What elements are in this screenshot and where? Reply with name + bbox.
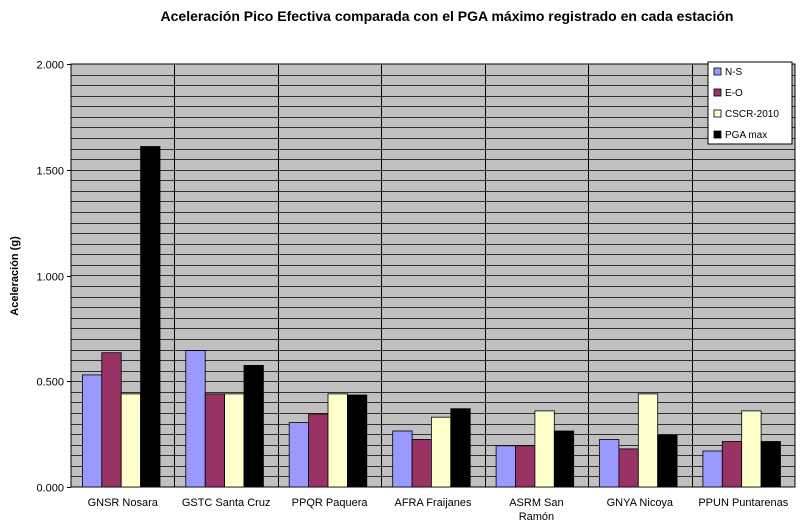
bar — [204, 393, 225, 488]
bar — [599, 438, 620, 488]
bar — [515, 445, 536, 488]
legend: N-S E-O CSCR-2010 PGA max — [707, 61, 793, 145]
category-label: AFRA Fraijanes — [394, 497, 472, 509]
legend-swatch — [713, 67, 722, 76]
bar — [618, 448, 639, 488]
bar — [140, 146, 161, 488]
y-tick-label: 0.000 — [36, 483, 64, 495]
category-label: PPUN Puntarenas — [698, 497, 788, 509]
legend-label: N-S — [725, 67, 743, 78]
legend-swatch — [713, 109, 722, 118]
legend-swatch — [713, 88, 722, 97]
legend-swatch — [713, 130, 722, 139]
bar — [760, 441, 781, 488]
y-axis-label: Aceleración (g) — [9, 236, 21, 316]
category-label: GNSR Nosara — [88, 497, 159, 509]
bar — [308, 413, 329, 488]
legend-label: PGA max — [725, 130, 767, 141]
bar — [101, 352, 122, 488]
bar — [288, 422, 310, 488]
bar — [185, 350, 206, 488]
bar — [553, 430, 575, 488]
bar — [657, 434, 678, 488]
legend-box — [707, 61, 793, 145]
bar — [721, 441, 743, 488]
y-tick-label: 1.000 — [36, 272, 64, 284]
y-tick-label: 2.000 — [36, 60, 64, 72]
bar — [346, 394, 368, 488]
bar — [450, 408, 471, 488]
legend-label: CSCR-2010 — [725, 109, 779, 120]
category-label: GSTC Santa Cruz — [182, 497, 271, 509]
category-label: ASRM San — [509, 497, 563, 509]
legend-label: E-O — [725, 88, 743, 99]
category-label: GNYA Nicoya — [607, 497, 674, 509]
bar — [392, 430, 413, 488]
y-tick-label: 0.500 — [36, 377, 64, 389]
bar — [430, 416, 452, 488]
y-tick-label: 1.500 — [36, 166, 64, 178]
bar — [411, 438, 432, 488]
category-label: Ramón — [519, 511, 554, 523]
bar — [637, 393, 659, 488]
bar — [327, 393, 348, 488]
bar — [495, 445, 516, 488]
bar — [82, 374, 103, 488]
bar — [534, 410, 555, 488]
chart-title: Aceleración Pico Efectiva comparada con … — [161, 8, 734, 24]
category-label: PPQR Paquera — [292, 497, 369, 509]
bar — [702, 450, 723, 488]
bar — [243, 364, 264, 488]
bar — [741, 410, 762, 488]
bar — [120, 393, 141, 488]
bar — [224, 393, 245, 488]
plot-area: 0.000 0.500 1.000 1.500 2.000 GNSR Nosara GSTC… — [36, 60, 796, 523]
